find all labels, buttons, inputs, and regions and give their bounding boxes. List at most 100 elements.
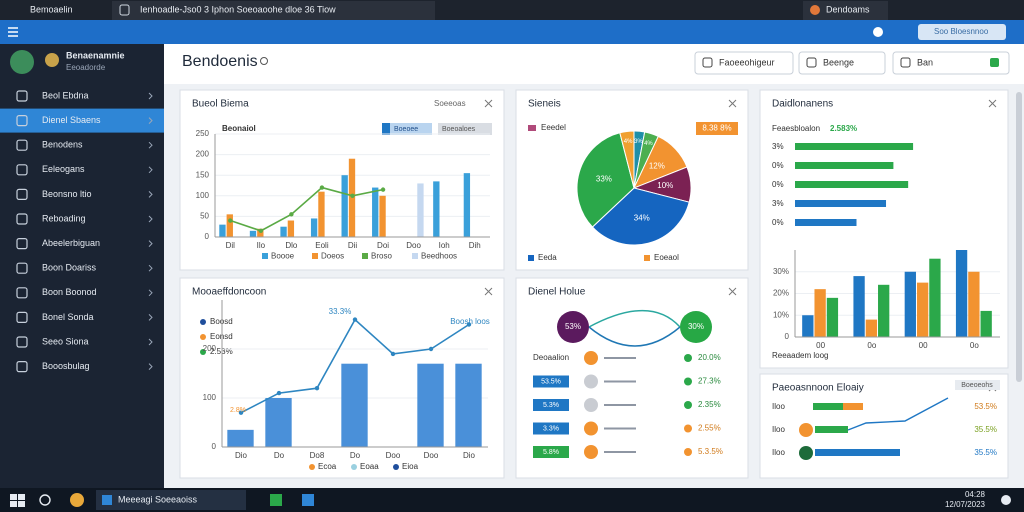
chevron — [148, 314, 153, 321]
nav-icon — [16, 336, 28, 348]
avatar — [10, 50, 34, 74]
row-label: 3% — [772, 199, 784, 208]
nav-item[interactable]: Eeleogans — [42, 164, 85, 174]
row-value: 35.5% — [974, 448, 997, 457]
row-value: 2.55% — [698, 424, 721, 433]
close-icon[interactable] — [484, 99, 493, 108]
x-tick-label: 00 — [919, 341, 928, 350]
nav-item[interactable]: Seeo Siona — [42, 336, 89, 346]
node-label: 53% — [565, 322, 581, 331]
taskbar-app[interactable] — [302, 494, 314, 506]
taskbar-app[interactable] — [270, 494, 282, 506]
bar — [287, 220, 295, 237]
search-box[interactable] — [918, 24, 1006, 40]
nav-item[interactable]: Beol Ebdna — [42, 90, 89, 100]
nav-item[interactable]: Boon Doariss — [42, 263, 97, 273]
nav-icon — [16, 262, 28, 274]
status-dot — [584, 445, 598, 459]
nav-item[interactable]: Booosbulag — [42, 361, 90, 371]
nav-icon — [16, 311, 28, 323]
tab-title: Bemoaelin — [30, 4, 73, 14]
bar — [802, 315, 814, 337]
header-button[interactable] — [694, 51, 794, 75]
chip-text: Boeoee — [394, 126, 418, 133]
legend-label: Boooe — [271, 252, 295, 261]
button-text[interactable]: Beenge — [823, 57, 854, 67]
y-tick-label: 0 — [785, 332, 790, 341]
button-icon — [900, 57, 911, 68]
status-dot — [584, 374, 598, 389]
x-tick-label: Do — [350, 451, 361, 460]
legend-swatch — [412, 253, 418, 259]
tab[interactable] — [112, 1, 435, 20]
address-bar — [0, 20, 1024, 44]
start-icon[interactable] — [10, 494, 25, 507]
bar — [878, 284, 890, 337]
chip-text: Boeoeohs — [961, 382, 993, 389]
legend-label: Eoeaol — [654, 253, 679, 262]
y-tick-label: 10% — [773, 310, 789, 319]
bar — [341, 175, 348, 237]
tab[interactable] — [803, 1, 888, 20]
nav-item[interactable]: Abeelerbiguan — [42, 238, 100, 248]
button-text[interactable]: Ban — [917, 57, 933, 67]
avatar-badge — [45, 53, 59, 67]
user-name: Benaenamnie — [66, 50, 125, 60]
nav-item[interactable]: Beonsno ltio — [42, 189, 92, 199]
row-value: 27.3% — [698, 377, 721, 386]
close-icon[interactable] — [728, 287, 737, 296]
chip[interactable] — [438, 123, 492, 135]
nav-item[interactable]: Boon Boonod — [42, 287, 97, 297]
slice-label: 3% — [634, 139, 643, 145]
chip[interactable] — [382, 123, 432, 135]
button-text[interactable]: Faoeeohigeur — [719, 57, 775, 67]
close-icon[interactable] — [988, 99, 997, 108]
y-tick-label: 0 — [212, 442, 217, 451]
taskbar-search[interactable] — [39, 494, 51, 506]
x-tick-label: Ilo — [257, 241, 266, 250]
header-button[interactable] — [798, 51, 886, 75]
y-tick-label: 200 — [203, 344, 217, 353]
panel-title: Mooaeffdoncoon — [192, 287, 266, 298]
nav-icon — [16, 238, 28, 250]
panel-title: Bueol Biema — [192, 99, 249, 110]
chevron — [148, 240, 153, 247]
search-text[interactable]: Soo Bloesnnoo — [934, 27, 989, 36]
status-dot — [684, 377, 692, 386]
point — [350, 193, 355, 198]
row-label: 0% — [772, 180, 784, 189]
pie-slice — [591, 187, 690, 246]
y-tick-label: 20% — [773, 289, 789, 298]
bar — [417, 363, 444, 447]
x-tick-label: Dio — [463, 451, 476, 460]
legend-label: Beedhoos — [421, 252, 457, 261]
nav-icon[interactable] — [873, 27, 883, 37]
panel-title: Dienel Holue — [528, 287, 586, 298]
hbar — [795, 143, 914, 150]
nav-item[interactable]: Reboading — [42, 213, 86, 223]
taskbar-app-active[interactable] — [96, 490, 246, 510]
point — [228, 218, 233, 223]
point — [380, 187, 386, 192]
point — [276, 390, 282, 396]
hbar — [795, 200, 887, 207]
legend-label: Eoaa — [360, 462, 379, 471]
header-button[interactable] — [892, 51, 1010, 75]
panel-action[interactable]: Soeeoas — [434, 99, 466, 108]
status-dot — [684, 448, 692, 456]
row-value: 2.35% — [698, 400, 721, 409]
nav-item[interactable]: Dienel Sbaens — [42, 115, 101, 125]
row-value: 5.3.5% — [698, 447, 723, 456]
clock-time: 04:28 — [965, 490, 986, 499]
nav-item[interactable]: Bonel Sonda — [42, 312, 94, 322]
taskbar-app[interactable] — [70, 493, 84, 507]
slice-label: 10% — [657, 181, 673, 190]
chip-mark — [382, 123, 390, 135]
notification[interactable] — [1001, 495, 1011, 505]
flow-bar — [815, 449, 900, 456]
close-icon[interactable] — [728, 99, 737, 108]
badge-text: 53.5% — [541, 378, 561, 385]
close-icon[interactable] — [484, 287, 493, 296]
nav-item[interactable]: Benodens — [42, 140, 83, 150]
